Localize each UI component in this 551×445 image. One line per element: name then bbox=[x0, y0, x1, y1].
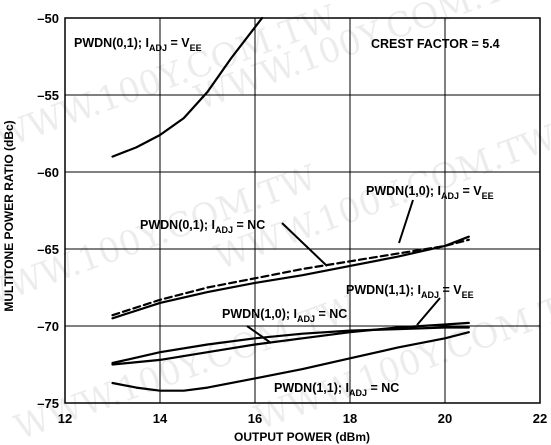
annotation-layer: PWDN(0,1); IADJ = VEE CREST FACTOR = 5.4… bbox=[74, 36, 500, 398]
x-tick-label: 12 bbox=[58, 411, 72, 426]
x-axis-title: OUTPUT POWER (dBm) bbox=[234, 430, 370, 444]
x-tick-label: 18 bbox=[343, 411, 357, 426]
series-line-pwdn01_vee bbox=[111, 16, 264, 158]
pointer-line bbox=[398, 199, 414, 244]
y-tick-label: –75 bbox=[37, 396, 59, 411]
series-line-pwdn11_nc bbox=[111, 331, 470, 392]
series-line-pwdn10_nc bbox=[111, 326, 470, 365]
x-tick-label: 16 bbox=[248, 411, 262, 426]
tick-labels: 12 14 16 18 20 22 –50 –55 –60 –65 –70 –75 bbox=[37, 11, 547, 426]
label-crest-factor: CREST FACTOR = 5.4 bbox=[371, 37, 500, 51]
x-tick-label: 14 bbox=[153, 411, 168, 426]
label-pwdn01-nc: PWDN(0,1); IADJ = NC bbox=[140, 218, 265, 235]
x-tick-label: 22 bbox=[533, 411, 547, 426]
label-pwdn01-vee: PWDN(0,1); IADJ = VEE bbox=[74, 36, 202, 53]
label-pwdn11-vee: PWDN(1,1); IADJ = VEE bbox=[346, 283, 474, 300]
pointer-line bbox=[281, 222, 328, 267]
y-tick-label: –55 bbox=[37, 88, 59, 103]
label-pwdn10-vee: PWDN(1,0); IADJ = VEE bbox=[366, 184, 494, 201]
y-tick-label: –50 bbox=[37, 11, 59, 26]
y-tick-label: –65 bbox=[37, 242, 59, 257]
pointer-line bbox=[246, 325, 272, 344]
series-line-pwdn11_vee bbox=[111, 321, 470, 366]
y-tick-label: –70 bbox=[37, 319, 59, 334]
pointer-lines bbox=[246, 199, 441, 344]
pointer-line bbox=[416, 297, 441, 326]
label-pwdn10-nc: PWDN(1,0); IADJ = NC bbox=[222, 307, 347, 324]
label-pwdn11-nc: PWDN(1,1); IADJ = NC bbox=[274, 381, 399, 398]
x-tick-label: 20 bbox=[438, 411, 452, 426]
series-layer bbox=[111, 16, 470, 392]
watermark-text: WWW.100Y.COM.TW bbox=[249, 278, 551, 439]
series-line-pwdn01_nc bbox=[111, 238, 470, 317]
plot-frame bbox=[64, 17, 541, 404]
y-tick-label: –60 bbox=[37, 165, 59, 180]
y-axis-title: MULTITONE POWER RATIO (dBc) bbox=[2, 120, 16, 311]
grid bbox=[64, 17, 541, 404]
